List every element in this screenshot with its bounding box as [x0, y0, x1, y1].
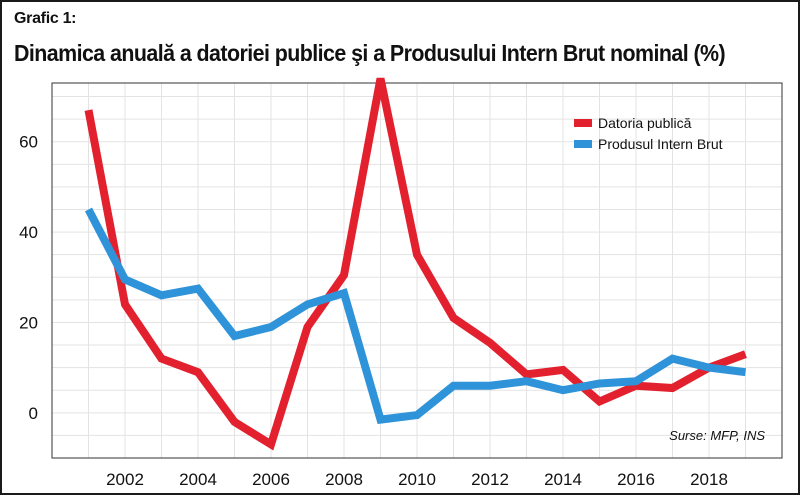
axis-ticks: 0 20 40 60 2002 2004 2006 2008 2010 2012 2014 2016 2…: [19, 133, 728, 489]
series-line-1: [84, 207, 747, 424]
chart-title: Dinamica anuală a datoriei publice şi a …: [14, 40, 726, 66]
y-tick-label: 20: [19, 313, 38, 332]
x-tick-label: 2006: [252, 470, 290, 489]
x-tick-label: 2008: [325, 470, 363, 489]
series-line-0: [84, 77, 747, 451]
series-lines: [84, 77, 747, 451]
x-tick-label: 2002: [106, 470, 144, 489]
x-tick-label: 2018: [690, 470, 728, 489]
chart-label: Grafic 1:: [14, 10, 77, 27]
legend: Datoria publică Produsul Intern Brut: [574, 115, 723, 152]
legend-label: Datoria publică: [598, 115, 692, 131]
legend-label: Produsul Intern Brut: [598, 136, 723, 152]
y-tick-label: 0: [29, 404, 38, 423]
x-tick-label: 2012: [471, 470, 509, 489]
y-tick-label: 60: [19, 133, 38, 152]
x-tick-label: 2016: [617, 470, 655, 489]
x-tick-label: 2010: [398, 470, 436, 489]
plot-area-border: [51, 82, 783, 459]
source-note: Surse: MFP, INS: [669, 428, 765, 443]
y-tick-label: 40: [19, 223, 38, 242]
x-tick-label: 2014: [544, 470, 582, 489]
x-tick-label: 2004: [179, 470, 217, 489]
